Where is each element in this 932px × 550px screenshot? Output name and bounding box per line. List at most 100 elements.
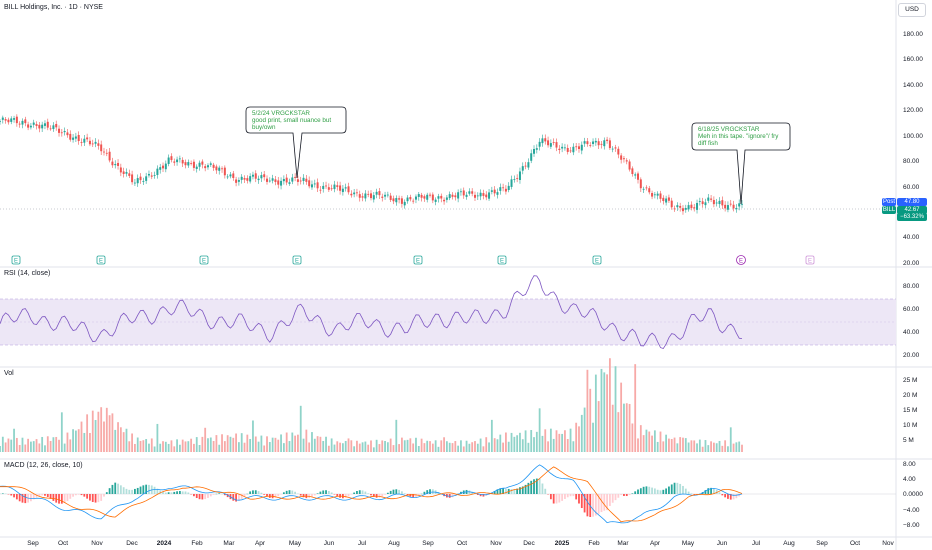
candle-body [52,125,55,130]
macd-histogram-bar [44,494,46,496]
rsi-title[interactable]: RSI (14, close) [4,270,51,277]
macd-histogram-bar [223,494,226,496]
volume-bar [552,438,555,452]
volume-bar [358,443,361,452]
volume-bar [117,422,119,452]
volume-bar [150,438,153,452]
macd-histogram-bar [291,490,294,494]
macd-histogram-bar [46,494,49,498]
macd-histogram-bar [322,490,325,494]
earnings-icon[interactable] [199,255,209,265]
macd-histogram-bar [401,491,403,494]
candle-body [679,205,682,208]
volume-bar [10,439,13,452]
volume-bar [291,432,294,452]
volume-title[interactable]: Vol [4,370,14,377]
candle-body [27,124,30,128]
volume-bar [240,433,243,452]
volume-tick: 10 M [903,422,918,429]
earnings-icon[interactable] [805,255,815,265]
candle-body [521,166,524,171]
volume-bar [209,437,212,452]
macd-histogram-bar [164,492,167,494]
macd-histogram-bar [32,494,35,500]
candle-body [178,158,181,160]
volume-bar [184,441,187,452]
macd-histogram-bar [1,493,4,494]
volume-bar [698,439,701,452]
earnings-upcoming-icon[interactable] [736,255,746,265]
currency-selector[interactable]: USD [898,3,926,17]
candle-body [100,144,103,152]
candle-body [223,167,226,176]
macd-histogram-bar [384,494,386,495]
volume-bar [313,438,316,452]
volume-bar [63,443,66,452]
earnings-icon[interactable] [11,255,21,265]
volume-bar [406,439,409,452]
volume-bar [687,442,690,452]
candle-body [434,199,437,202]
earnings-icon[interactable] [292,255,302,265]
volume-bar [724,440,727,452]
volume-bar [46,436,49,452]
macd-title[interactable]: MACD (12, 26, close, 10) [4,462,83,469]
candle-body [412,200,415,202]
volume-bar [13,428,15,452]
volume-bar [170,440,173,452]
candle-body [164,163,167,170]
candle-body [690,204,693,209]
volume-bar [178,444,181,452]
volume-bar [451,443,454,452]
price-tick: 180.00 [903,31,923,38]
volume-bar [347,438,350,452]
macd-histogram-bar [718,492,721,494]
volume-bar [729,427,732,452]
candle-body [1,117,4,120]
candle-body [353,192,356,195]
volume-bar [690,440,693,452]
time-tick: Aug [783,540,795,547]
candle-body [218,167,221,171]
volume-bar [738,441,741,452]
candle-body [507,185,510,191]
earnings-icon[interactable] [413,255,423,265]
volume-bar [670,439,673,452]
note-callout-2[interactable] [691,122,791,205]
volume-bar [83,432,86,452]
volume-bar [707,445,710,452]
macd-histogram-bar [580,494,583,509]
candle-body [55,123,58,128]
volume-bar [207,438,209,452]
macd-histogram-bar [282,492,285,494]
macd-histogram-bar [412,494,415,498]
macd-histogram-bar [38,494,41,497]
candle-body [696,202,699,210]
macd-histogram-bar [561,494,564,501]
earnings-label: E [500,259,504,265]
macd-histogram-bar [63,494,66,503]
candle-body [43,123,46,126]
macd-histogram-bar [103,494,105,497]
symbol-title[interactable]: BILL Holdings, Inc. · 1D · NYSE [4,4,103,11]
macd-histogram-bar [623,494,625,497]
candle-body [15,116,18,124]
signal-line [0,466,743,523]
earnings-icon[interactable] [96,255,106,265]
volume-bar [122,432,125,452]
macd-histogram-bar [13,494,15,498]
volume-bar [1,436,4,452]
candle-body [319,189,322,191]
macd-histogram-bar [600,494,603,513]
macd-histogram-bar [105,492,108,494]
macd-histogram-bar [260,492,263,494]
candle-body [575,146,578,148]
earnings-icon[interactable] [497,255,507,265]
candle-body [173,161,176,163]
earnings-icon[interactable] [592,255,602,265]
candle-body [735,207,738,210]
volume-bar [41,436,44,452]
note-callout-1[interactable] [245,106,347,179]
